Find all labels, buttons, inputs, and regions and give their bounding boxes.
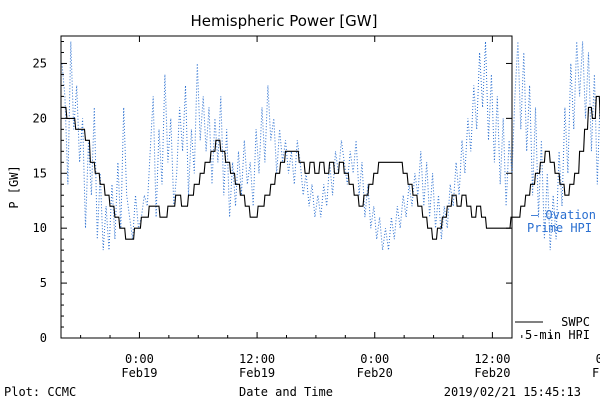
y-tick-label: 25 — [33, 56, 47, 70]
axes-layer: 05101520250:00Feb1912:00Feb190:00Feb2012… — [33, 36, 600, 380]
footer-plot-source: Plot: CCMC — [4, 385, 76, 399]
y-tick-label: 10 — [33, 221, 47, 235]
legend-ovation-line2: Prime HPI — [527, 221, 592, 235]
x-tick-date-label: Feb19 — [121, 366, 157, 380]
x-tick-date-label: Feb20 — [357, 366, 393, 380]
plot-frame — [60, 35, 513, 339]
series-line-0 — [61, 41, 600, 251]
series-layer — [61, 41, 600, 251]
x-axis-label: Date and Time — [239, 385, 333, 399]
legend-ovation-line1: — Ovation — [531, 208, 596, 222]
footer-timestamp: 2019/02/21 15:45:13 — [444, 385, 581, 399]
x-tick-time-label: 0:00 — [125, 352, 154, 366]
y-tick-label: 0 — [40, 331, 47, 345]
y-tick-label: 15 — [33, 166, 47, 180]
y-tick-label: 5 — [40, 276, 47, 290]
legend-swpc-line1: SWPC — [561, 315, 590, 329]
series-line-1 — [61, 95, 600, 240]
x-tick-time-label: 0:00 — [596, 352, 600, 366]
chart-title: Hemispheric Power [GW] — [191, 12, 378, 30]
x-tick-date-label: Feb19 — [239, 366, 275, 380]
x-tick-date-label: Feb20 — [474, 366, 510, 380]
y-axis-label: P [GW] — [7, 165, 21, 208]
y-tick-label: 20 — [33, 111, 47, 125]
x-tick-date-label: Feb21 — [592, 366, 600, 380]
legend-swpc-line2: 5-min HPI — [525, 328, 590, 342]
x-tick-time-label: 0:00 — [360, 352, 389, 366]
x-tick-time-label: 12:00 — [474, 352, 510, 366]
x-tick-time-label: 12:00 — [239, 352, 275, 366]
